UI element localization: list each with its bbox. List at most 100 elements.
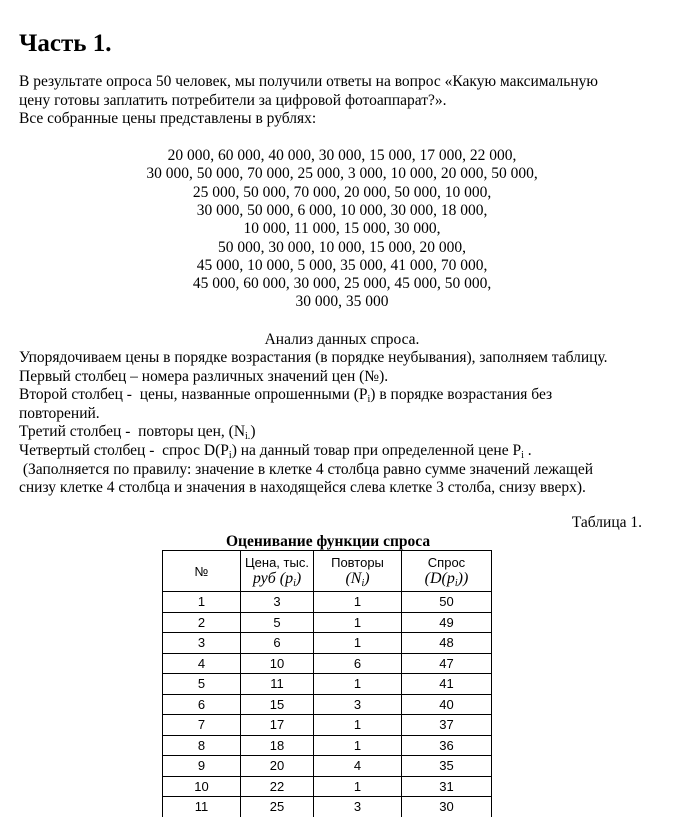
text-run: ) [250, 423, 256, 441]
table-cell: 8 [162, 734, 241, 756]
table-cell: 6 [240, 632, 314, 654]
price-line: 10 000, 11 000, 15 000, 30 000, [243, 220, 441, 238]
subscript: i [361, 577, 365, 589]
table-cell: 3 [162, 632, 241, 654]
table-row: 1 3 1 50 [162, 591, 492, 613]
table-row: 10 22 1 31 [162, 775, 492, 797]
table-cell: 31 [401, 775, 492, 797]
price-line: 45 000, 60 000, 30 000, 25 000, 45 000, … [192, 275, 492, 293]
header-cell: Спрос (D(pi)) [401, 550, 492, 592]
text-run: ) на данный товар при определенной цене … [231, 442, 522, 459]
table-cell: 15 [240, 693, 314, 715]
table-cell: 37 [401, 714, 492, 736]
table-cell: 47 [401, 652, 492, 674]
table-row: 8 18 1 36 [162, 734, 492, 756]
table-cell: 48 [401, 632, 492, 654]
text-run: (Заполняется по правилу: значение в клет… [19, 460, 594, 478]
paragraph-line: Второй столбец - цены, названные опрошен… [19, 386, 553, 406]
text-run: ) в порядке возрастания без [370, 386, 553, 404]
table-cell: 49 [401, 611, 492, 633]
text-run: Четвертый столбец - спрос D(P [19, 442, 229, 459]
table-cell: 17 [240, 714, 314, 736]
paragraph-line: Все собранные цены представлены в рублях… [19, 110, 316, 128]
table-cell: 3 [313, 693, 402, 715]
paragraph-line: В результате опроса 50 человек, мы получ… [19, 73, 598, 91]
table-row: 7 17 1 37 [162, 714, 492, 736]
table-cell: 11 [240, 673, 314, 695]
table-cell: 25 [240, 796, 314, 817]
subscript: i [228, 450, 232, 461]
price-line: 20 000, 60 000, 40 000, 30 000, 15 000, … [167, 147, 517, 164]
table-row: 4 10 6 47 [162, 652, 492, 674]
header-cell: Цена, тыс. руб (pi) [240, 550, 314, 592]
paragraph-line: Четвертый столбец - спрос D(Pi) на данны… [19, 442, 532, 461]
price-line: 45 000, 10 000, 5 000, 35 000, 41 000, 7… [196, 256, 488, 274]
text-run: ) [364, 569, 370, 587]
text-run: Первый столбец – номера различных значен… [19, 367, 389, 385]
table-cell: 7 [162, 714, 241, 736]
text-run: повторений. [19, 404, 100, 422]
table-row: 2 5 1 49 [162, 611, 492, 633]
subscript: i [521, 450, 524, 461]
table-cell: 30 [401, 796, 492, 817]
table-cell: 41 [401, 673, 492, 695]
subscript: i [367, 394, 371, 406]
header-line: Повторы [314, 555, 401, 570]
paragraph-line: цену готовы заплатить потребители за циф… [19, 92, 447, 110]
table-row: 3 6 1 48 [162, 632, 492, 654]
text-run: № [194, 563, 209, 579]
text-run: снизу клетке 4 столбца и значения в нахо… [19, 479, 586, 497]
text-run: ) [295, 569, 302, 587]
paragraph-line: Упорядочиваем цены в порядке возрастания… [19, 349, 608, 367]
table-cell: 1 [313, 775, 402, 797]
analysis-title: Анализ данных спроса. [264, 331, 420, 348]
table-cell: 2 [162, 611, 241, 633]
header-line: (D(pi)) [402, 570, 491, 589]
table-cell: 5 [162, 673, 241, 695]
table: № Цена, тыс. руб (pi) Повторы (Ni) Спрос (D(pi… [162, 550, 492, 817]
text-run: . [523, 442, 532, 459]
text-run: Упорядочиваем цены в порядке возрастания… [19, 349, 608, 366]
paragraph-line: (Заполняется по правилу: значение в клет… [19, 461, 593, 479]
price-line: 30 000, 50 000, 70 000, 25 000, 3 000, 1… [146, 165, 538, 183]
table-cell: 9 [162, 755, 241, 777]
paragraph-line: Третий столбец - повторы цен, (Ni.) [19, 423, 256, 443]
subscript: i [293, 577, 296, 589]
subscript: i. [245, 431, 251, 443]
text-run: руб (p [252, 569, 294, 587]
table-cell: 36 [401, 734, 492, 756]
price-line: 30 000, 35 000 [295, 293, 389, 311]
table-row: 6 15 3 40 [162, 693, 492, 715]
table-cell: 6 [313, 652, 402, 674]
table-cell: 4 [162, 652, 241, 674]
table-cell: 35 [401, 755, 492, 777]
paragraph-line: Первый столбец – номера различных значен… [19, 368, 388, 386]
paragraph-line: повторений. [19, 405, 100, 423]
table-cell: 1 [313, 632, 402, 654]
table-cell: 22 [240, 775, 314, 797]
header-line: Цена, тыс. [241, 555, 313, 570]
table-cell: 40 [401, 693, 492, 715]
header-cell: № [162, 550, 241, 592]
table-cell: 1 [313, 611, 402, 633]
table-row: 5 11 1 41 [162, 673, 492, 695]
table-cell: 18 [240, 734, 314, 756]
table-label: Таблица 1. [571, 514, 642, 531]
price-line: 25 000, 50 000, 70 000, 20 000, 50 000, … [192, 183, 492, 201]
table-cell: 1 [313, 673, 402, 695]
table-cell: 50 [401, 591, 492, 613]
text-run: Повторы [331, 554, 384, 570]
table-cell: 11 [162, 796, 241, 817]
table-cell: 1 [313, 714, 402, 736]
table-cell: 5 [240, 611, 314, 633]
table-title: Оценивание функции спроса [226, 533, 431, 550]
table-cell: 10 [162, 775, 241, 797]
text-run: Второй столбец - цены, названные опрошен… [19, 386, 368, 404]
text-run: (N [345, 569, 362, 587]
text-run: Цена, тыс. [245, 554, 309, 570]
table-cell: 3 [240, 591, 314, 613]
table-cell: 1 [313, 591, 402, 613]
header-row: № Цена, тыс. руб (pi) Повторы (Ni) Спрос (D(pi… [162, 550, 492, 592]
text-run: В результате опроса 50 человек, мы получ… [19, 73, 598, 90]
